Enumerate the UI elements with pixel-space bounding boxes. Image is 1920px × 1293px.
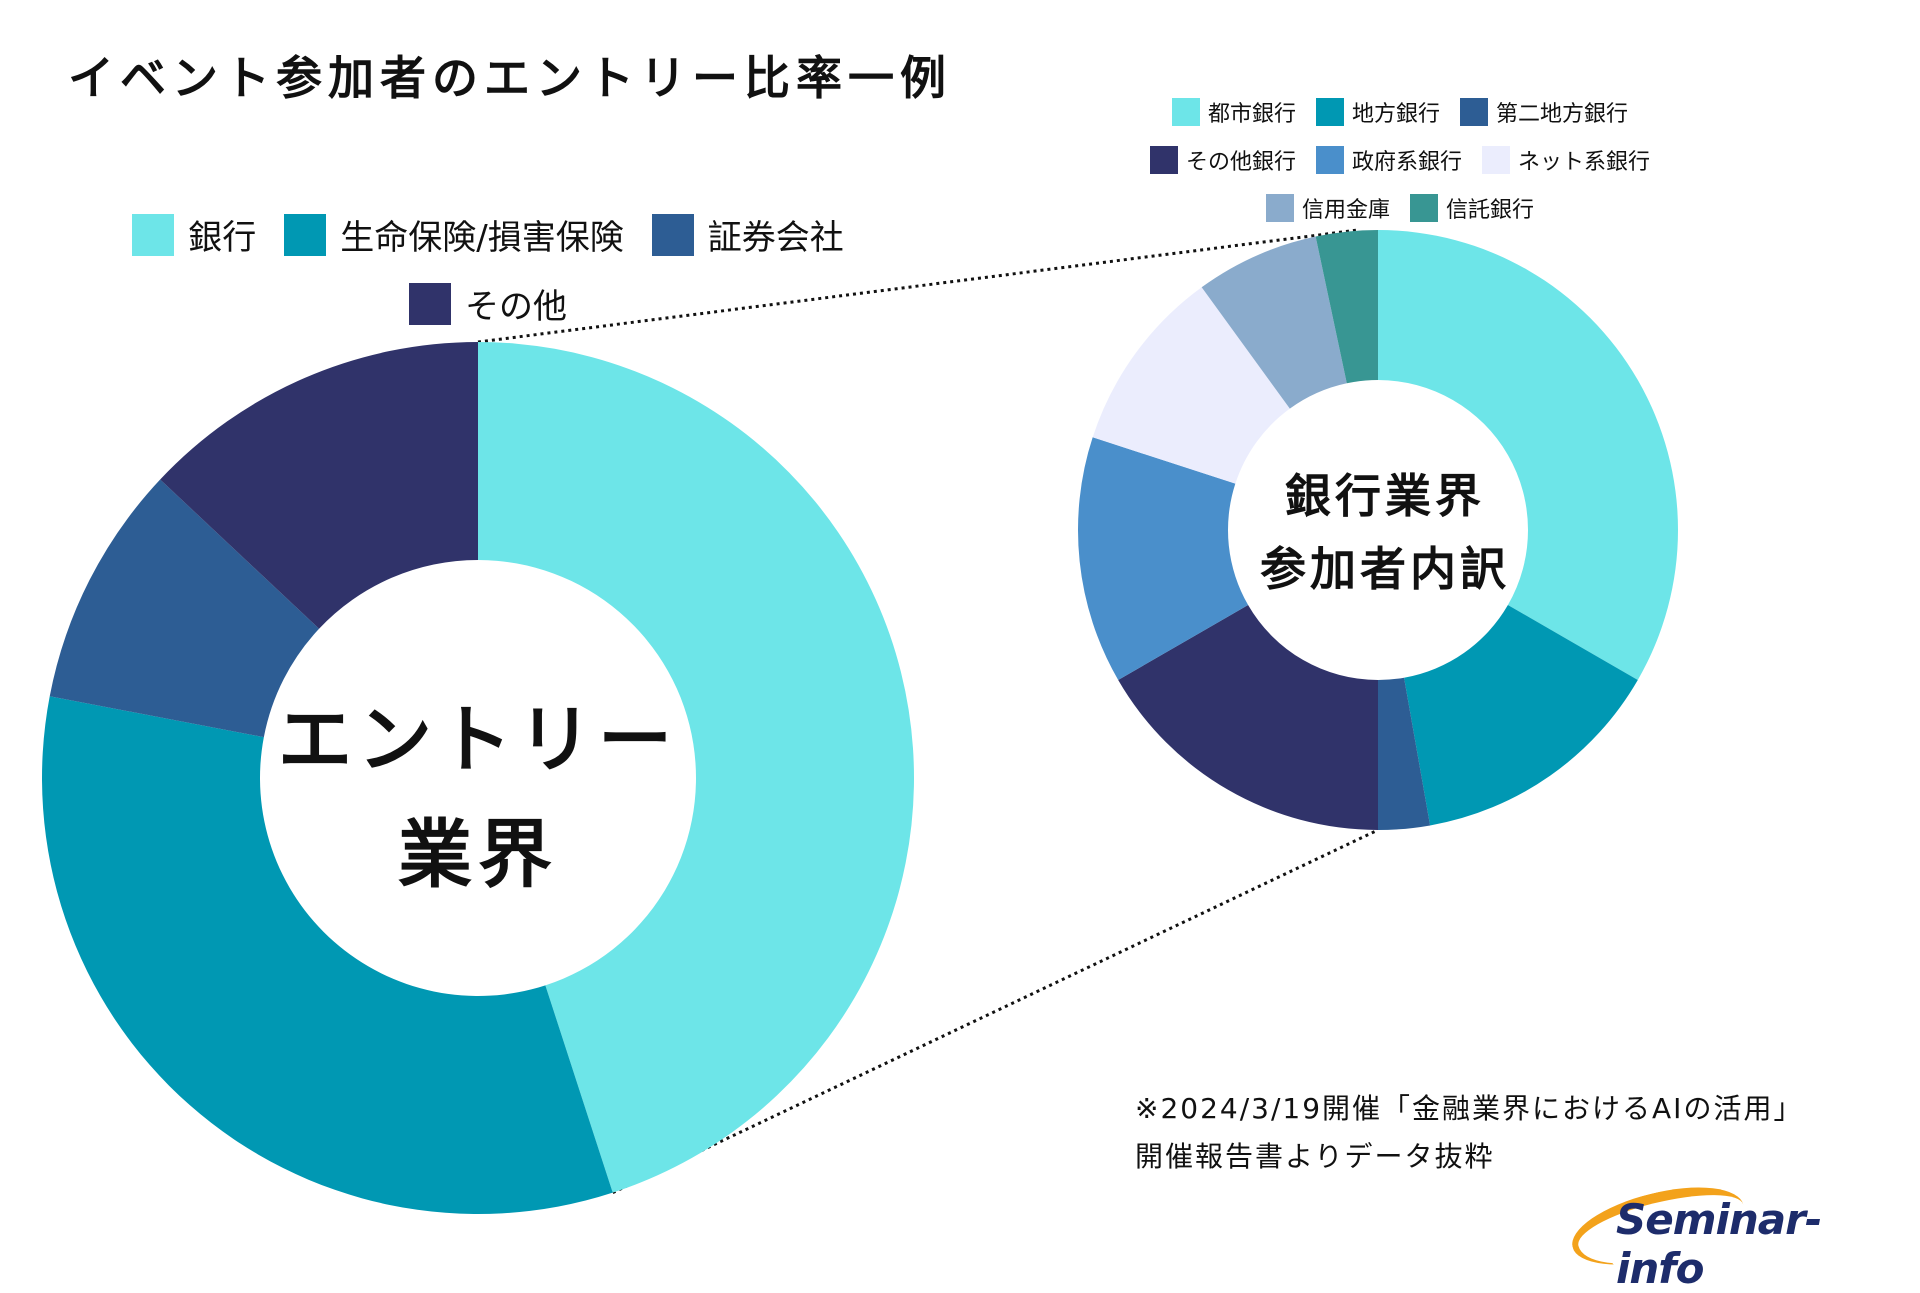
- source-note-line2: 開催報告書よりデータ抜粋: [1135, 1140, 1495, 1173]
- zoom-connectors: [477, 228, 1379, 1195]
- legend-swatch-net-bank: [1482, 146, 1510, 174]
- legend-swatch-shinkin: [1265, 194, 1294, 222]
- sub-center-label-line1: 銀行業界: [1285, 469, 1485, 523]
- legend-item-city-bank: 都市銀行: [1171, 96, 1296, 128]
- source-note-line1: ※2024/3/19開催「金融業界におけるAIの活用」: [1135, 1092, 1804, 1125]
- sub-slice-gov-bank: [1078, 437, 1249, 680]
- legend-swatch-bank: [132, 213, 175, 256]
- sub-slice-other-bank: [1118, 605, 1378, 830]
- legend-swatch-regional-bank: [1315, 98, 1344, 126]
- sub-slice-shinkin: [1201, 236, 1347, 409]
- legend-swatch-insurance: [284, 213, 327, 256]
- legend-label-city-bank: 都市銀行: [1207, 102, 1296, 127]
- main-slice-bank: [478, 342, 914, 1193]
- legend-item-insurance: 生命保険/損害保険: [284, 210, 624, 259]
- legend-item-net-bank: ネット系銀行: [1482, 144, 1650, 176]
- main-center-label-line1: エントリー: [278, 697, 678, 783]
- source-note: ※2024/3/19開催「金融業界におけるAIの活用」 開催報告書よりデータ抜粋: [1135, 1085, 1803, 1181]
- legend-swatch-gov-bank: [1315, 146, 1344, 174]
- chart-title: イベント参加者のエントリー比率一例: [68, 51, 952, 105]
- main-center-label-line2: 業界: [398, 812, 558, 898]
- legend-item-shinkin: 信用金庫: [1265, 192, 1390, 224]
- main-legend: 銀行 生命保険/損害保険 証券会社 その他: [118, 210, 858, 328]
- legend-label-other-bank: その他銀行: [1185, 150, 1296, 175]
- legend-label-other: その他: [465, 287, 567, 327]
- legend-swatch-city-bank: [1171, 98, 1200, 126]
- legend-label-bank: 銀行: [188, 218, 257, 258]
- sub-center-label-line2: 参加者内訳: [1260, 542, 1510, 596]
- connector-top-line: [477, 228, 1359, 344]
- legend-label-shinkin: 信用金庫: [1301, 198, 1390, 223]
- sub-slice-city-bank: [1378, 230, 1678, 680]
- legend-item-trust-bank: 信託銀行: [1410, 192, 1534, 224]
- legend-item-other: その他: [409, 279, 567, 328]
- legend-label-securities: 証券会社: [707, 218, 844, 258]
- legend-swatch-other: [409, 282, 451, 325]
- sub-legend: 都市銀行 地方銀行 第二地方銀行 その他銀行 政府系銀行 ネット系銀行 信用金庫…: [1100, 96, 1700, 224]
- bank-breakdown-donut: [1078, 230, 1678, 830]
- legend-swatch-trust-bank: [1410, 194, 1438, 222]
- sub-slice-net-bank: [1092, 287, 1290, 484]
- legend-item-other-bank: その他銀行: [1149, 144, 1296, 176]
- legend-item-securities: 証券会社: [651, 210, 844, 259]
- legend-swatch-securities: [651, 213, 694, 256]
- legend-label-second-regional-bank: 第二地方銀行: [1496, 102, 1629, 127]
- main-slice-other: [160, 342, 478, 629]
- legend-swatch-other-bank: [1149, 146, 1178, 174]
- legend-item-regional-bank: 地方銀行: [1315, 96, 1440, 128]
- legend-item-second-regional-bank: 第二地方銀行: [1460, 96, 1628, 128]
- seminar-info-logo: Seminar-info: [1564, 1172, 1880, 1293]
- legend-label-gov-bank: 政府系銀行: [1351, 150, 1462, 175]
- connector-bottom-line: [612, 828, 1379, 1195]
- logo-text: Seminar-info: [1616, 1195, 1822, 1293]
- legend-label-trust-bank: 信託銀行: [1446, 198, 1535, 223]
- legend-swatch-second-regional-bank: [1460, 98, 1488, 126]
- main-slice-securities: [49, 479, 320, 738]
- sub-slice-regional-bank: [1404, 605, 1638, 826]
- legend-item-bank: 銀行: [132, 210, 256, 259]
- entry-industry-donut: [42, 342, 914, 1214]
- legend-item-gov-bank: 政府系銀行: [1315, 144, 1462, 176]
- sub-slice-second-regional-bank: [1378, 677, 1431, 830]
- legend-label-regional-bank: 地方銀行: [1351, 102, 1440, 127]
- sub-slice-trust-bank: [1315, 230, 1378, 384]
- legend-label-insurance: 生命保険/損害保険: [340, 218, 624, 258]
- main-slice-insurance: [42, 696, 613, 1214]
- legend-label-net-bank: ネット系銀行: [1518, 150, 1651, 175]
